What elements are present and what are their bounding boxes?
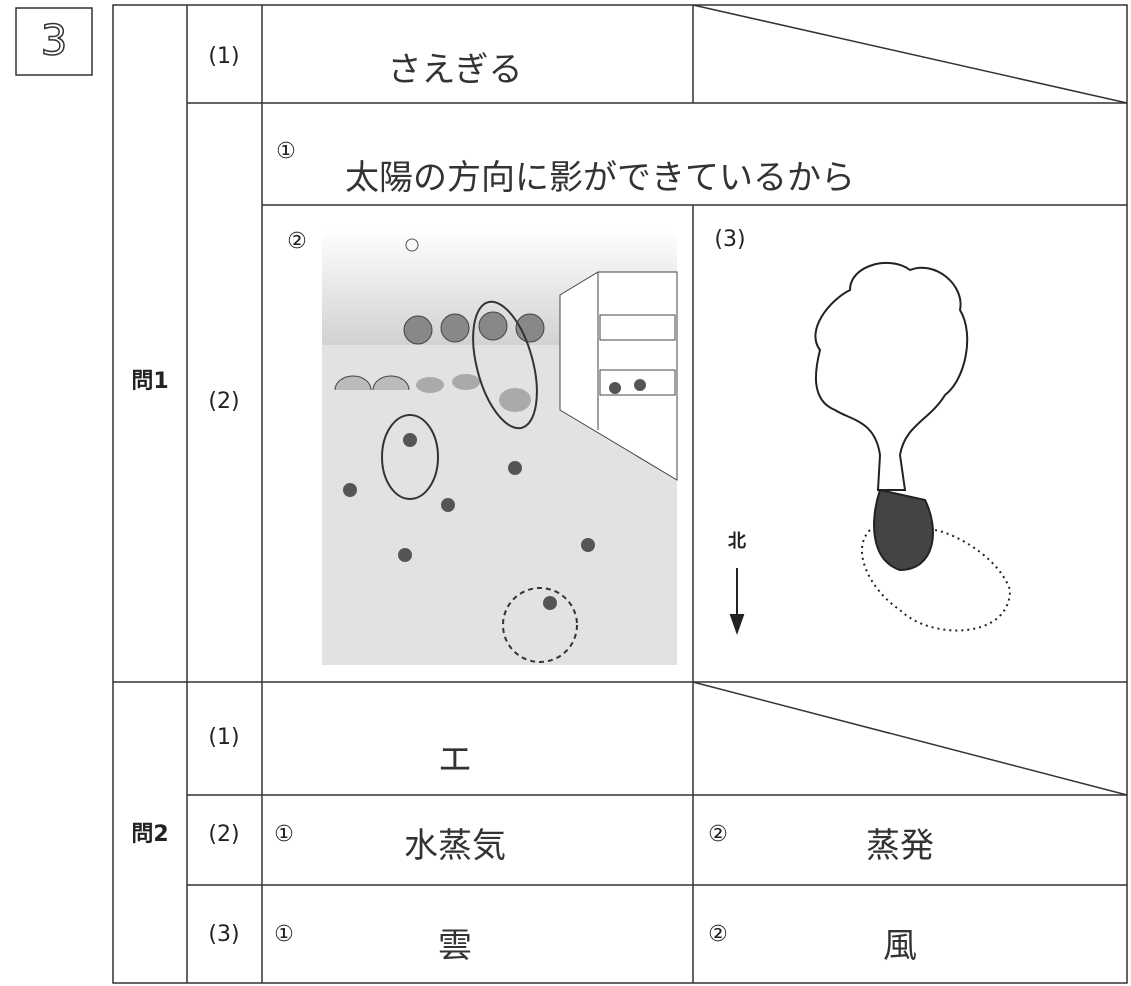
section-box: [15, 7, 93, 76]
item-marker: ①: [274, 922, 294, 947]
table-lines: [112, 4, 1128, 984]
question-label: 問2: [131, 822, 168, 847]
answer-text: 雲: [438, 926, 472, 966]
part-label: (3): [208, 922, 239, 947]
tree-drawing: [729, 261, 1012, 636]
answer-text: 蒸発: [866, 826, 934, 866]
part-label: (2): [208, 389, 239, 414]
compass-label: 北: [728, 531, 746, 552]
question-label: 問1: [131, 369, 168, 394]
part-label: (2): [208, 822, 239, 847]
item-marker: ②: [287, 229, 307, 254]
schoolyard-illustration: [322, 228, 678, 665]
answer-text: 風: [883, 926, 917, 966]
item-marker: ②: [708, 922, 728, 947]
answer-text: エ: [438, 740, 472, 780]
section-number: 3: [41, 16, 68, 65]
item-marker: ②: [708, 822, 728, 847]
part-label: (1): [208, 725, 239, 750]
part-label: (1): [208, 44, 239, 69]
part-label: (3): [714, 227, 745, 252]
answer-text: 太陽の方向に影ができているから: [345, 158, 855, 198]
answer-text: さえぎる: [388, 50, 523, 90]
answer-text: 水蒸気: [404, 826, 506, 866]
item-marker: ①: [276, 139, 296, 164]
item-marker: ①: [274, 822, 294, 847]
